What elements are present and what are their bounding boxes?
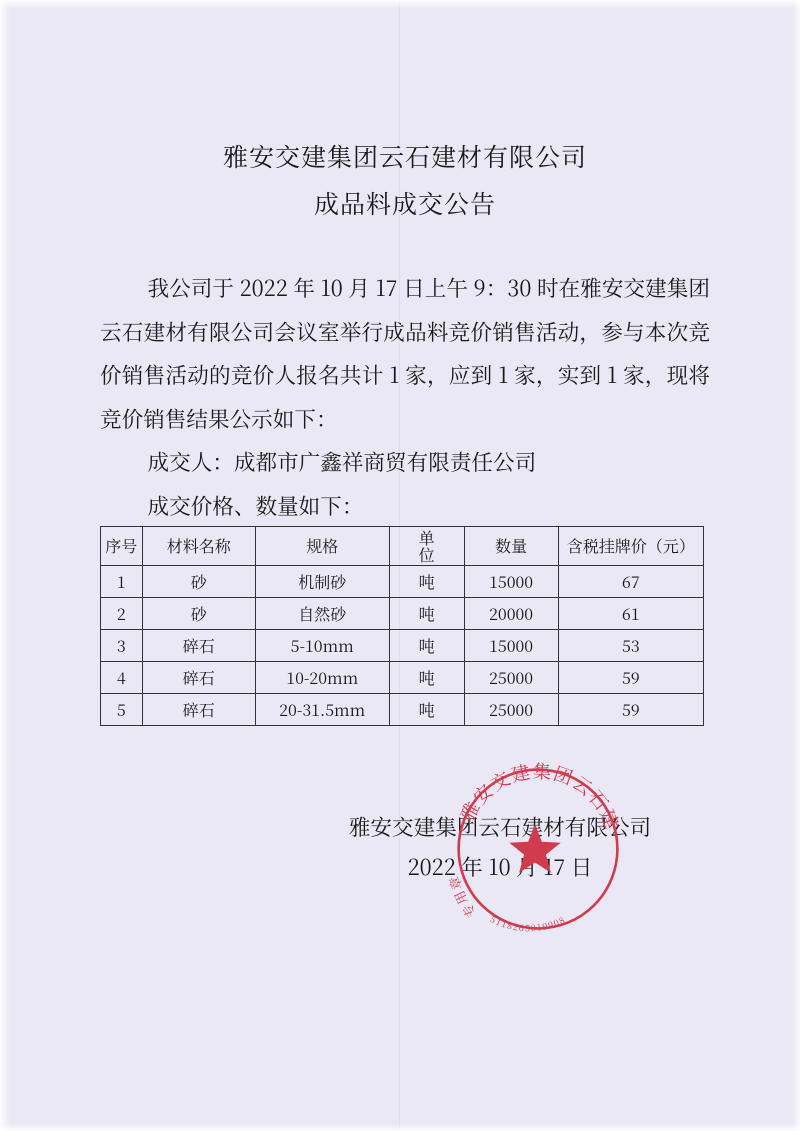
svg-text:雅安交建集团云石建材有限公司: 雅安交建集团云石建材有限公司 <box>438 749 626 833</box>
svg-text:5118265019908: 5118265019908 <box>488 912 568 934</box>
